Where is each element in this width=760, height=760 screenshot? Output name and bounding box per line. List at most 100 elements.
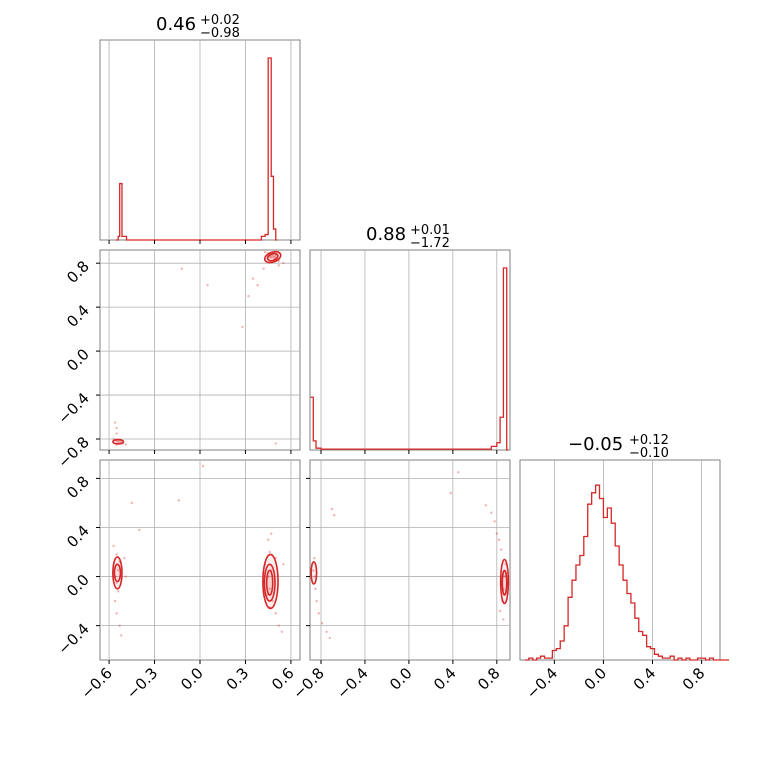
title-p1-minus: −0.98 [200,26,240,41]
title-p1-plus: +0.02 [200,13,240,28]
density-contour [113,563,122,583]
scatter-point [328,636,331,640]
panel-frame [519,459,721,661]
histogram-step [524,484,730,661]
title-p3-value: −0.05 [568,434,623,455]
density-contour [265,569,274,596]
scatter-point [263,250,267,254]
density-contour [112,556,123,590]
density-contour [263,250,282,264]
title-p2-minus: −1.72 [410,236,450,251]
title-p3-minus: −0.10 [629,446,669,461]
scatter-point [268,587,271,591]
scatter-point [124,443,127,446]
density-contour [112,438,125,445]
scatter-point [115,553,118,556]
panel-frame [309,249,511,451]
scatter-point [271,255,274,258]
y-tick-label: 0.8 [63,473,93,503]
scatter-point [123,556,126,560]
density-contour [501,569,508,596]
scatter-point [500,548,503,551]
scatter-point [201,464,205,468]
density-contour [262,553,279,610]
title-p1-value: 0.46 [156,14,196,35]
density-contour [310,561,318,585]
histogram-step [115,57,278,241]
scatter-point [315,599,318,603]
scatter-point [273,255,276,258]
scatter-point [274,442,277,445]
scatter-point [277,624,280,627]
scatter-point [247,294,250,298]
y-tick-label: 0.0 [63,571,93,601]
scatter-point [120,634,123,637]
x-tick-label: 0.0 [386,664,416,694]
scatter-point [177,499,180,502]
x-tick-label: −0.4 [523,664,561,702]
x-tick-label: 0.0 [177,664,207,694]
panel-p3-marginal [519,459,721,661]
scatter-point [312,569,315,572]
scatter-point [115,432,118,435]
x-tick-label: 0.0 [581,664,611,694]
y-tick-label: −0.4 [54,389,92,427]
scatter-point [270,256,273,259]
x-tick-label: 0.8 [474,664,504,694]
title-p2: 0.88 +0.01 −1.72 [366,223,450,251]
scatter-point [457,471,460,474]
x-tick-label: 0.4 [630,664,660,694]
scatter-point [502,618,505,621]
scatter-point [320,621,324,625]
scatter-point [325,630,328,633]
scatter-point [266,538,270,541]
scatter-point [268,550,271,554]
scatter-point [282,261,285,265]
panel-p3-vs-p2 [309,459,511,661]
title-p3: −0.05 +0.12 −0.10 [568,433,669,461]
scatter-point [282,563,285,566]
scatter-point [251,277,255,280]
title-p3-plus: +0.12 [629,433,669,448]
title-p1: 0.46 +0.02 −0.98 [156,13,240,41]
scatter-point [280,630,284,633]
scatter-point [274,254,277,257]
y-tick-label: −0.8 [54,433,92,471]
y-tick-label: 0.8 [63,257,93,287]
y-tick-label: 0.4 [63,301,93,331]
panel-frame [309,459,511,661]
scatter-point [113,599,117,603]
scatter-point [449,491,452,495]
scatter-point [495,532,499,535]
scatter-point [115,612,118,615]
scatter-point [180,267,184,270]
scatter-point [277,264,280,267]
x-tick-label: 0.3 [223,664,253,694]
scatter-point [116,590,120,593]
title-p2-plus: +0.01 [410,223,450,238]
scatter-point [113,421,117,424]
scatter-point [115,440,118,443]
y-tick-label: 0.4 [63,522,93,552]
scatter-point [498,609,502,613]
y-tick-label: 0.0 [63,345,93,375]
title-p2-value: 0.88 [366,224,406,245]
scatter-point [118,624,121,627]
scatter-point [206,283,209,287]
scatter-point [493,520,496,523]
scatter-point [330,507,334,511]
scatter-point [116,569,120,572]
density-contour [499,558,510,605]
x-tick-label: −0.3 [123,664,161,702]
scatter-point [490,511,493,514]
scatter-point [124,575,127,578]
scatter-point [116,441,120,444]
histogram-step [310,267,509,451]
scatter-point [313,575,316,578]
x-tick-label: −0.6 [77,664,115,702]
scatter-point [256,283,259,287]
scatter-point [317,612,320,615]
y-tick-label: −0.4 [54,620,92,658]
x-tick-label: −0.4 [333,664,371,702]
